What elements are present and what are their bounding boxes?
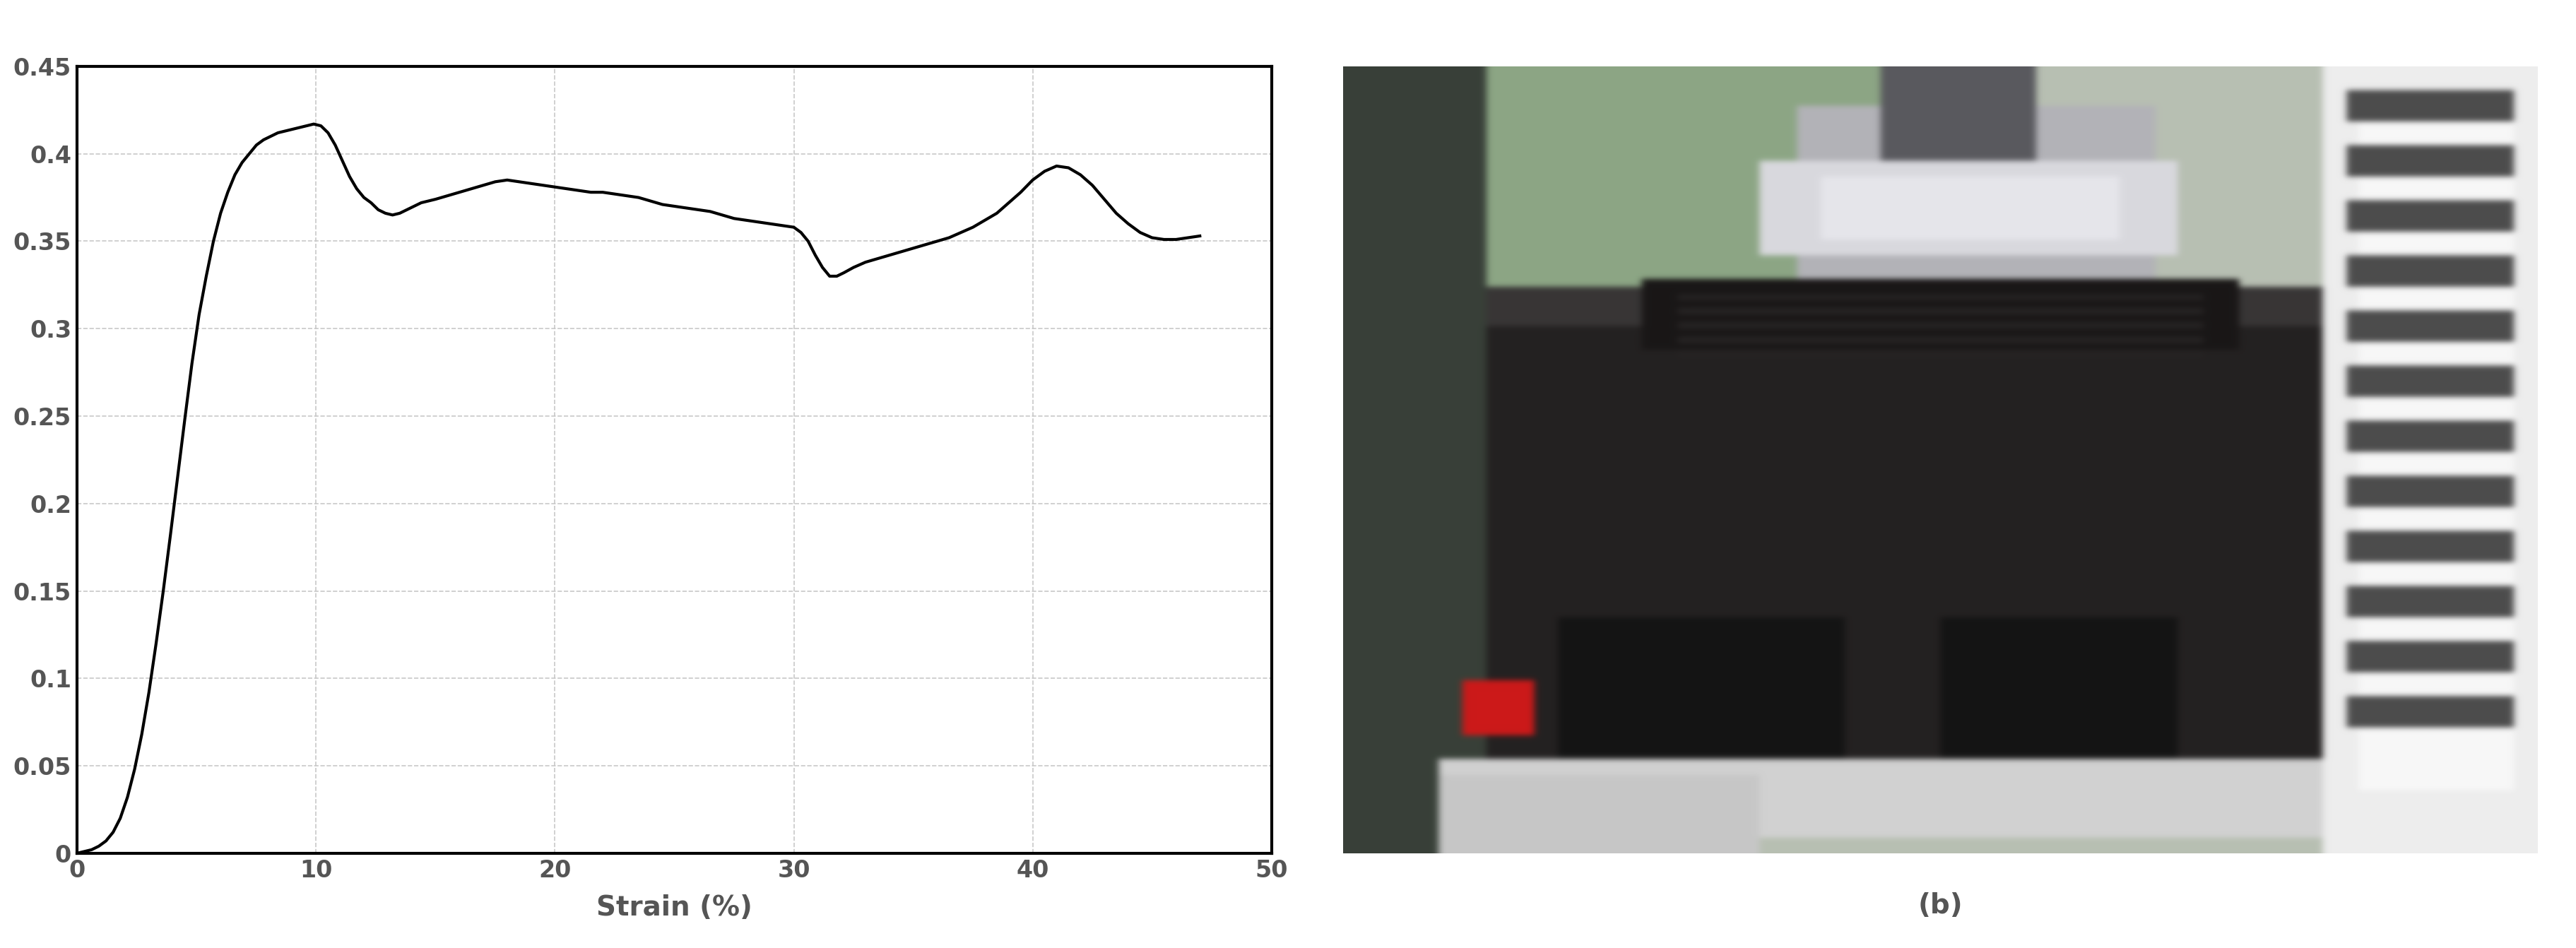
Text: (b): (b) xyxy=(1917,893,1963,920)
X-axis label: Strain (%): Strain (%) xyxy=(598,894,752,921)
